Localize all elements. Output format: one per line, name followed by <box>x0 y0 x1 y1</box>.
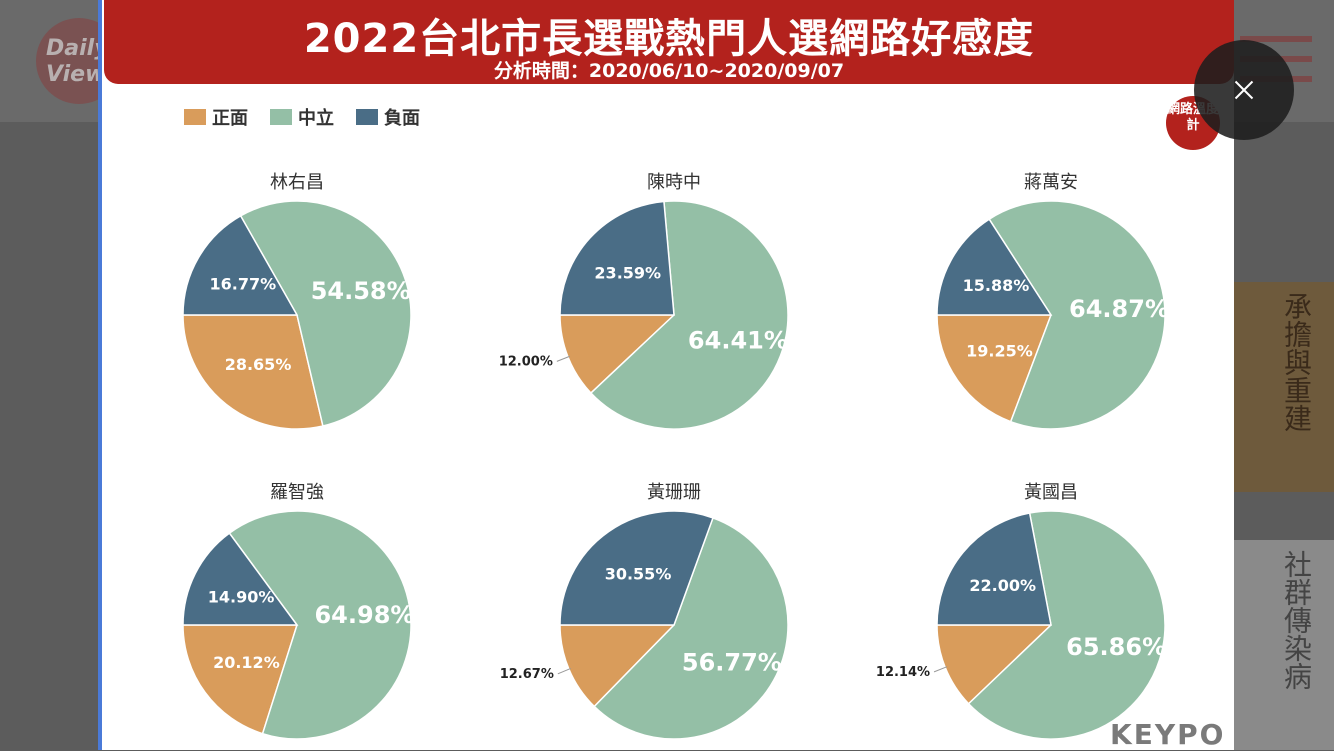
chart-title: 黃國昌 <box>1024 482 1078 503</box>
pie-value-label: 56.77% <box>682 648 782 676</box>
legend-label: 負面 <box>384 108 420 129</box>
pie-value-label: 30.55% <box>605 565 672 584</box>
pie-chart: 12.67% 56.77% 30.55% <box>500 510 789 740</box>
pie-slice-negative <box>559 510 714 626</box>
close-button[interactable] <box>1194 40 1294 140</box>
pie-slice-negative <box>182 532 299 626</box>
pie-slice-negative <box>182 214 299 316</box>
legend-swatch <box>356 109 378 125</box>
chart-title: 蔣萬安 <box>1024 172 1078 193</box>
legend-item-negative: 負面 <box>356 104 420 130</box>
pie-slice-positive <box>182 314 324 430</box>
legend-item-neutral: 中立 <box>270 104 334 130</box>
page-title: 2022台北市長選戰熱門人選網路好感度 <box>303 16 1035 62</box>
keypo-watermark: KEYPO <box>1110 718 1226 751</box>
pie-chart: 20.12% 64.98% 14.90% <box>182 510 414 740</box>
pie-value-label: 64.41% <box>688 326 788 354</box>
pie-slice-neutral <box>988 200 1166 430</box>
pie-value-label: 12.14% <box>876 665 930 680</box>
pie-value-label: 20.12% <box>213 653 280 672</box>
pie-leader-line <box>557 667 571 675</box>
pie-slice-neutral <box>228 510 412 740</box>
pie-value-label: 16.77% <box>209 274 276 293</box>
pie-value-label: 12.00% <box>499 354 553 369</box>
chart-title: 林右昌 <box>270 172 324 193</box>
pie-slice-positive <box>182 624 299 735</box>
chart-legend: 正面 中立 負面 <box>184 104 420 130</box>
chart-title: 黃珊珊 <box>647 482 701 503</box>
pie-value-label: 54.58% <box>311 277 411 305</box>
background-ad-1: 承擔與重建 <box>1234 282 1334 492</box>
pie-slice-neutral <box>967 510 1166 740</box>
legend-label: 中立 <box>298 108 334 129</box>
page-subtitle: 分析時間：2020/06/10~2020/09/07 <box>493 60 845 82</box>
chart-title: 陳時中 <box>647 172 701 193</box>
legend-label: 正面 <box>212 108 248 129</box>
pie-value-label: 28.65% <box>225 355 292 374</box>
title-banner: 2022台北市長選戰熱門人選網路好感度 分析時間：2020/06/10~2020… <box>104 0 1234 84</box>
lightbox-border <box>98 0 102 750</box>
pie-value-label: 64.98% <box>314 601 414 629</box>
pie-value-label: 19.25% <box>966 342 1033 361</box>
background-ad-2: 社群傳染病 <box>1234 540 1334 750</box>
pie-slice-negative <box>936 512 1052 626</box>
pie-value-label: 15.88% <box>963 276 1030 295</box>
pie-value-label: 14.90% <box>208 588 275 607</box>
pie-chart: 28.65% 54.58% 16.77% <box>182 200 412 430</box>
pie-slice-negative <box>936 218 1053 316</box>
pie-value-label: 22.00% <box>969 576 1036 595</box>
pie-value-label: 65.86% <box>1066 633 1166 661</box>
legend-swatch <box>184 109 206 125</box>
pie-chart: 19.25% 64.87% 15.88% <box>936 200 1169 430</box>
pie-chart: 12.14% 65.86% 22.00% <box>876 510 1166 740</box>
legend-item-positive: 正面 <box>184 104 248 130</box>
pie-value-label: 23.59% <box>594 264 661 283</box>
pie-slice-neutral <box>593 516 789 740</box>
pie-leader-line <box>933 666 948 673</box>
pie-leader-line <box>556 355 571 362</box>
pie-slice-negative <box>559 200 675 316</box>
legend-swatch <box>270 109 292 125</box>
pie-chart: 12.00% 64.41% 23.59% <box>499 200 789 430</box>
pie-value-label: 12.67% <box>500 667 554 682</box>
pie-slice-neutral <box>239 200 412 427</box>
pie-slice-neutral <box>589 200 789 430</box>
pie-value-label: 64.87% <box>1069 295 1169 323</box>
chart-title: 羅智強 <box>270 482 324 503</box>
pie-slice-positive <box>936 314 1053 423</box>
